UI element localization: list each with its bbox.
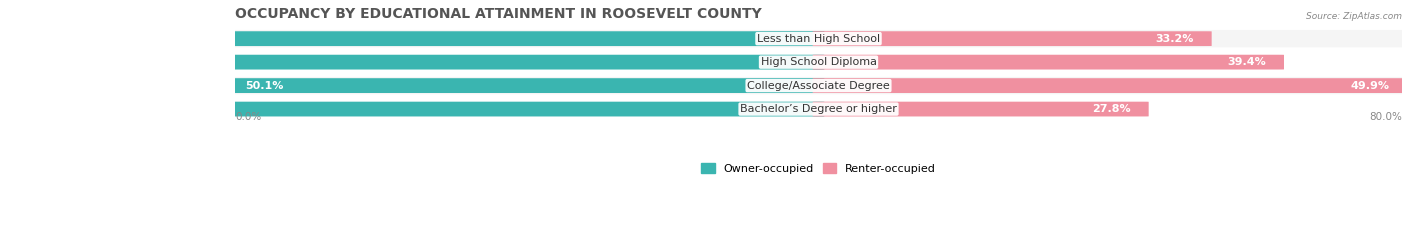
Text: High School Diploma: High School Diploma [761,57,876,67]
FancyBboxPatch shape [224,100,1406,118]
FancyBboxPatch shape [224,77,1406,94]
Text: 80.0%: 80.0% [1369,112,1402,122]
Text: 72.2%: 72.2% [0,104,27,114]
FancyBboxPatch shape [813,102,1149,116]
FancyBboxPatch shape [105,55,824,69]
Text: 39.4%: 39.4% [1227,57,1267,67]
Text: Bachelor’s Degree or higher: Bachelor’s Degree or higher [740,104,897,114]
FancyBboxPatch shape [0,102,824,116]
Legend: Owner-occupied, Renter-occupied: Owner-occupied, Renter-occupied [697,159,941,179]
FancyBboxPatch shape [224,30,1406,47]
Text: 33.2%: 33.2% [1156,34,1194,44]
Text: Source: ZipAtlas.com: Source: ZipAtlas.com [1306,12,1402,21]
Text: 60.6%: 60.6% [124,57,162,67]
Text: College/Associate Degree: College/Associate Degree [747,81,890,91]
FancyBboxPatch shape [813,31,1212,46]
FancyBboxPatch shape [813,78,1406,93]
Text: Less than High School: Less than High School [756,34,880,44]
FancyBboxPatch shape [228,78,824,93]
Text: 66.8%: 66.8% [51,34,90,44]
Text: 0.0%: 0.0% [235,112,262,122]
Text: 50.1%: 50.1% [246,81,284,91]
Text: OCCUPANCY BY EDUCATIONAL ATTAINMENT IN ROOSEVELT COUNTY: OCCUPANCY BY EDUCATIONAL ATTAINMENT IN R… [235,7,762,21]
FancyBboxPatch shape [34,31,824,46]
Text: 27.8%: 27.8% [1092,104,1132,114]
FancyBboxPatch shape [813,55,1284,69]
Text: 49.9%: 49.9% [1350,81,1389,91]
FancyBboxPatch shape [224,53,1406,71]
